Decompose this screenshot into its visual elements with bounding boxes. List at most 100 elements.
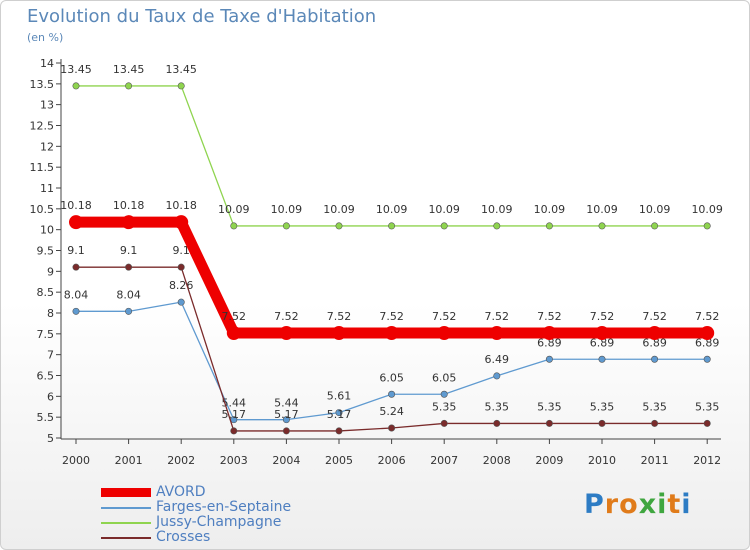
data-point	[437, 326, 452, 340]
data-label: 8.04	[64, 288, 89, 301]
data-point	[125, 307, 133, 315]
data-label: 6.89	[642, 336, 667, 349]
data-label: 9.1	[172, 244, 190, 257]
data-label: 10.09	[534, 203, 566, 216]
x-tick-label: 2004	[272, 454, 300, 467]
logo-letter: i	[681, 489, 692, 520]
data-point	[703, 419, 711, 427]
data-point	[493, 222, 501, 230]
data-point	[651, 355, 659, 363]
legend-swatch	[101, 536, 151, 539]
data-label: 8.26	[169, 279, 194, 292]
logo-letter: P	[584, 489, 605, 520]
y-tick-label: 10	[40, 224, 54, 237]
data-point	[651, 222, 659, 230]
data-label: 10.09	[323, 203, 355, 216]
x-tick-label: 2007	[430, 454, 458, 467]
data-label: 6.89	[695, 336, 720, 349]
y-tick-label: 8.5	[37, 286, 55, 299]
data-point	[335, 427, 343, 435]
chart-title: Evolution du Taux de Taxe d'Habitation	[27, 6, 377, 27]
y-tick-label: 13	[40, 99, 54, 112]
data-label: 7.52	[590, 310, 615, 323]
data-point	[230, 427, 238, 435]
data-label: 10.09	[271, 203, 303, 216]
data-point	[388, 390, 396, 398]
data-label: 9.1	[67, 244, 85, 257]
data-label: 10.09	[218, 203, 250, 216]
y-tick-label: 12.5	[30, 120, 55, 133]
data-label: 10.18	[113, 199, 145, 212]
x-tick-label: 2001	[115, 454, 143, 467]
data-label: 7.52	[642, 310, 667, 323]
legend-swatch	[101, 521, 151, 524]
data-point	[384, 326, 399, 340]
data-point	[226, 326, 241, 340]
data-label: 5.35	[485, 400, 510, 413]
data-point	[72, 263, 80, 271]
data-point	[440, 419, 448, 427]
data-label: 5.17	[327, 408, 352, 421]
data-point	[121, 215, 136, 230]
data-label: 5.24	[379, 405, 404, 418]
data-label: 13.45	[60, 63, 92, 76]
data-label: 7.52	[485, 310, 510, 323]
data-label: 6.05	[432, 371, 457, 384]
y-tick-label: 9.5	[37, 245, 55, 258]
legend-label: AVORD	[156, 484, 206, 500]
data-point	[282, 416, 290, 424]
data-point	[388, 424, 396, 432]
data-point	[69, 215, 83, 230]
data-point	[282, 222, 290, 230]
data-label: 5.35	[642, 400, 667, 413]
x-tick-label: 2011	[641, 454, 669, 467]
data-label: 13.45	[165, 63, 197, 76]
data-label: 5.35	[432, 400, 457, 413]
data-point	[489, 326, 504, 340]
y-tick-label: 5	[47, 432, 54, 445]
data-label: 7.52	[274, 310, 299, 323]
legend-swatch	[101, 488, 151, 497]
y-tick-label: 7.5	[37, 328, 55, 341]
data-point	[440, 222, 448, 230]
legend-label: Farges-en-Septaine	[156, 499, 292, 515]
data-point	[332, 326, 346, 340]
logo-letter: r	[604, 489, 620, 520]
data-label: 7.52	[327, 310, 352, 323]
y-tick-label: 6.5	[37, 370, 55, 383]
legend-label: Crosses	[156, 529, 211, 545]
data-point	[598, 222, 606, 230]
data-point	[282, 427, 290, 435]
logo-letter: x	[638, 489, 658, 520]
x-tick-label: 2006	[378, 454, 406, 467]
y-tick-label: 8	[47, 307, 54, 320]
data-point	[125, 82, 133, 90]
data-point	[545, 355, 553, 363]
data-label: 10.18	[165, 199, 197, 212]
data-label: 5.44	[274, 397, 299, 410]
data-point	[647, 326, 662, 340]
data-label: 5.17	[222, 408, 247, 421]
data-label: 5.17	[274, 408, 299, 421]
data-label: 7.52	[432, 310, 457, 323]
data-label: 6.49	[485, 353, 510, 366]
data-label: 10.09	[586, 203, 618, 216]
data-label: 5.44	[222, 397, 247, 410]
y-tick-label: 14	[40, 57, 54, 70]
data-point	[598, 355, 606, 363]
x-tick-label: 2000	[62, 454, 90, 467]
data-point	[72, 307, 80, 315]
x-tick-label: 2005	[325, 454, 353, 467]
proxiti-logo: Proxiti	[584, 489, 692, 520]
x-tick-label: 2008	[483, 454, 511, 467]
data-point	[440, 390, 448, 398]
data-point	[542, 326, 557, 340]
data-label: 5.35	[695, 400, 720, 413]
data-point	[279, 326, 294, 340]
data-point	[703, 355, 711, 363]
data-point	[545, 222, 553, 230]
data-label: 5.61	[327, 390, 352, 403]
chart-subtitle: (en %)	[27, 31, 64, 44]
y-tick-label: 12	[40, 140, 54, 153]
